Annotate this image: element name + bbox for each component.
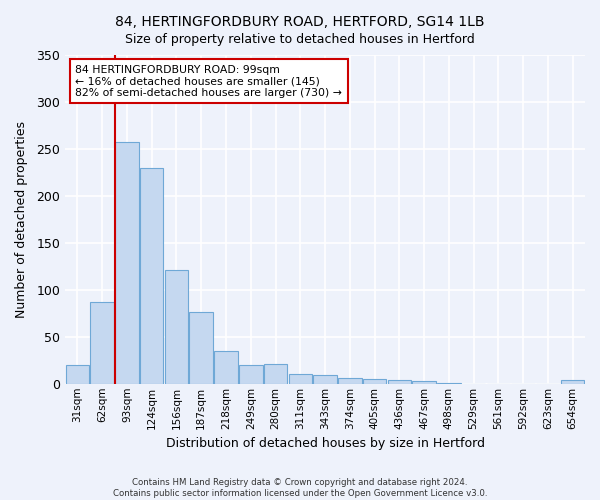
Bar: [561, 380, 584, 384]
Bar: [190, 312, 213, 384]
Bar: [289, 374, 312, 384]
Bar: [239, 365, 263, 384]
Bar: [65, 365, 89, 384]
Text: Contains HM Land Registry data © Crown copyright and database right 2024.
Contai: Contains HM Land Registry data © Crown c…: [113, 478, 487, 498]
Bar: [214, 351, 238, 384]
X-axis label: Distribution of detached houses by size in Hertford: Distribution of detached houses by size …: [166, 437, 485, 450]
Bar: [412, 381, 436, 384]
Text: Size of property relative to detached houses in Hertford: Size of property relative to detached ho…: [125, 32, 475, 46]
Bar: [140, 168, 163, 384]
Bar: [437, 383, 461, 384]
Bar: [388, 380, 411, 384]
Bar: [338, 378, 362, 384]
Text: 84 HERTINGFORDBURY ROAD: 99sqm
← 16% of detached houses are smaller (145)
82% of: 84 HERTINGFORDBURY ROAD: 99sqm ← 16% of …: [76, 65, 343, 98]
Bar: [264, 364, 287, 384]
Bar: [165, 270, 188, 384]
Bar: [115, 142, 139, 384]
Y-axis label: Number of detached properties: Number of detached properties: [15, 121, 28, 318]
Bar: [91, 302, 114, 384]
Text: 84, HERTINGFORDBURY ROAD, HERTFORD, SG14 1LB: 84, HERTINGFORDBURY ROAD, HERTFORD, SG14…: [115, 15, 485, 29]
Bar: [313, 376, 337, 384]
Bar: [363, 379, 386, 384]
